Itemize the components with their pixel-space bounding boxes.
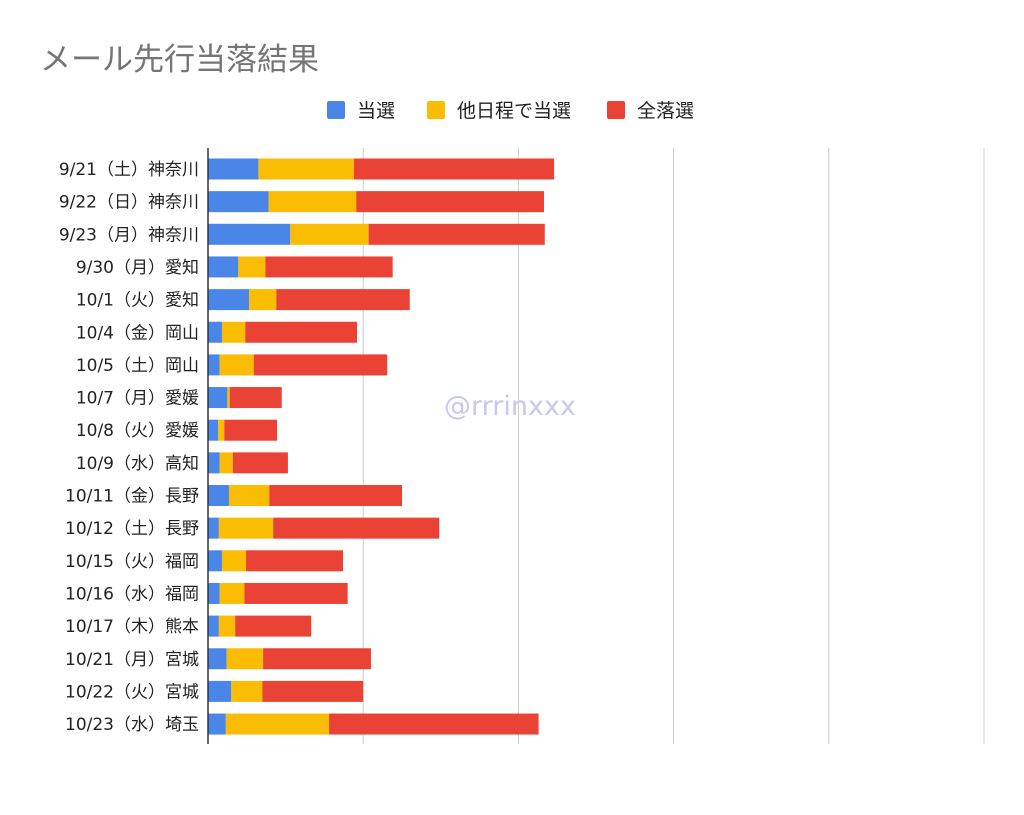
- legend: 当選 他日程で当選 全落選: [327, 100, 694, 122]
- bar-segment-series-2: [219, 582, 245, 604]
- category-label: 9/30（月）愛知: [76, 258, 199, 278]
- category-label: 10/16（水）福岡: [65, 584, 199, 604]
- bar-segment-series-2: [226, 648, 264, 670]
- watermark-text: @rrrinxxx: [444, 391, 576, 422]
- category-label: 9/21（土）神奈川: [59, 160, 199, 180]
- bar-segment-series-2: [218, 419, 225, 441]
- category-label: 9/23（月）神奈川: [59, 225, 199, 245]
- legend-label: 当選: [357, 100, 395, 122]
- bar-segment-series-3: [276, 289, 410, 311]
- category-label: 10/5（土）岡山: [76, 356, 199, 376]
- bar-segment-series-2: [219, 452, 233, 474]
- bar-segment-series-1: [208, 615, 219, 637]
- bar-segment-series-3: [246, 550, 344, 572]
- bar-segment-series-1: [208, 582, 220, 604]
- bar-segment-series-2: [221, 550, 247, 572]
- category-label: 10/4（金）岡山: [76, 323, 199, 343]
- legend-label: 全落選: [637, 100, 694, 122]
- bar-segment-series-3: [224, 419, 278, 441]
- category-labels: 9/21（土）神奈川 9/22（日）神奈川 9/23（月）神奈川 9/30（月）愛知 1…: [59, 160, 199, 735]
- bar-segment-series-3: [232, 452, 288, 474]
- bar-segment-series-3: [262, 680, 364, 702]
- bar-segment-series-1: [208, 191, 269, 213]
- legend-label: 他日程で当選: [457, 100, 571, 122]
- bar-segment-series-1: [208, 354, 220, 376]
- bar-segment-series-3: [245, 321, 357, 343]
- bar-segment-series-2: [227, 387, 230, 409]
- bar-segment-series-3: [244, 582, 348, 604]
- bar-segment-series-3: [253, 354, 388, 376]
- bar-segment-series-1: [208, 419, 219, 441]
- bar-segment-series-1: [208, 256, 239, 278]
- bar-segment-series-3: [265, 256, 393, 278]
- bar-segment-series-2: [218, 517, 274, 539]
- bar-segment-series-2: [249, 289, 277, 311]
- bar-segment-series-3: [353, 158, 555, 180]
- bar-segment-series-2: [219, 354, 254, 376]
- bar-segment-series-1: [208, 321, 222, 343]
- bar-segment-series-2: [290, 223, 369, 245]
- bar-segment-series-2: [238, 256, 266, 278]
- legend-swatch: [607, 101, 625, 119]
- category-label: 10/12（土）長野: [65, 519, 199, 539]
- bar-segment-series-3: [269, 485, 402, 506]
- bar-segment-series-1: [208, 517, 219, 539]
- category-label: 10/7（月）愛媛: [76, 389, 199, 409]
- legend-swatch: [427, 101, 445, 119]
- bar-segment-series-2: [228, 485, 270, 506]
- bar-segment-series-1: [208, 452, 220, 474]
- bar-segment-series-2: [225, 713, 330, 735]
- bar-segment-series-3: [368, 223, 545, 245]
- bar-segment-series-3: [263, 648, 371, 670]
- category-label: 10/1（火）愛知: [76, 291, 199, 311]
- bar-segment-series-2: [221, 321, 246, 343]
- bar-segment-series-2: [231, 680, 263, 702]
- bar-segment-series-1: [208, 387, 228, 409]
- grid-lines: [362, 148, 985, 744]
- bar-segment-series-1: [208, 289, 250, 311]
- bar-segment-series-2: [218, 615, 236, 637]
- bar-segment-series-3: [235, 615, 312, 637]
- bar-segment-series-1: [208, 485, 229, 506]
- bar-segment-series-1: [208, 223, 291, 245]
- category-label: 10/23（水）埼玉: [65, 715, 199, 735]
- category-label: 10/21（月）宮城: [65, 650, 199, 670]
- chart-title: メール先行当落結果: [40, 42, 319, 78]
- bar-segment-series-1: [208, 648, 227, 670]
- bar-segment-series-1: [208, 550, 222, 572]
- bar-segment-series-1: [208, 680, 232, 702]
- category-label: 10/22（火）宮城: [65, 682, 199, 702]
- bar-segment-series-3: [273, 517, 440, 539]
- bar-segment-series-2: [268, 191, 357, 213]
- category-label: 10/8（火）愛媛: [76, 421, 199, 441]
- category-label: 10/15（火）福岡: [65, 552, 199, 572]
- category-label: 10/17（木）熊本: [65, 617, 199, 637]
- category-label: 10/9（水）高知: [76, 454, 199, 474]
- category-label: 10/11（金）長野: [65, 487, 199, 507]
- bar-segment-series-1: [208, 713, 226, 735]
- bar-segment-series-3: [356, 191, 545, 213]
- bar-segment-series-2: [258, 158, 354, 180]
- category-label: 9/22（日）神奈川: [59, 193, 199, 213]
- bar-segment-series-3: [229, 387, 282, 409]
- bar-group: [208, 158, 555, 735]
- bar-segment-series-1: [208, 158, 259, 180]
- bar-segment-series-3: [329, 713, 539, 735]
- legend-swatch: [327, 101, 345, 119]
